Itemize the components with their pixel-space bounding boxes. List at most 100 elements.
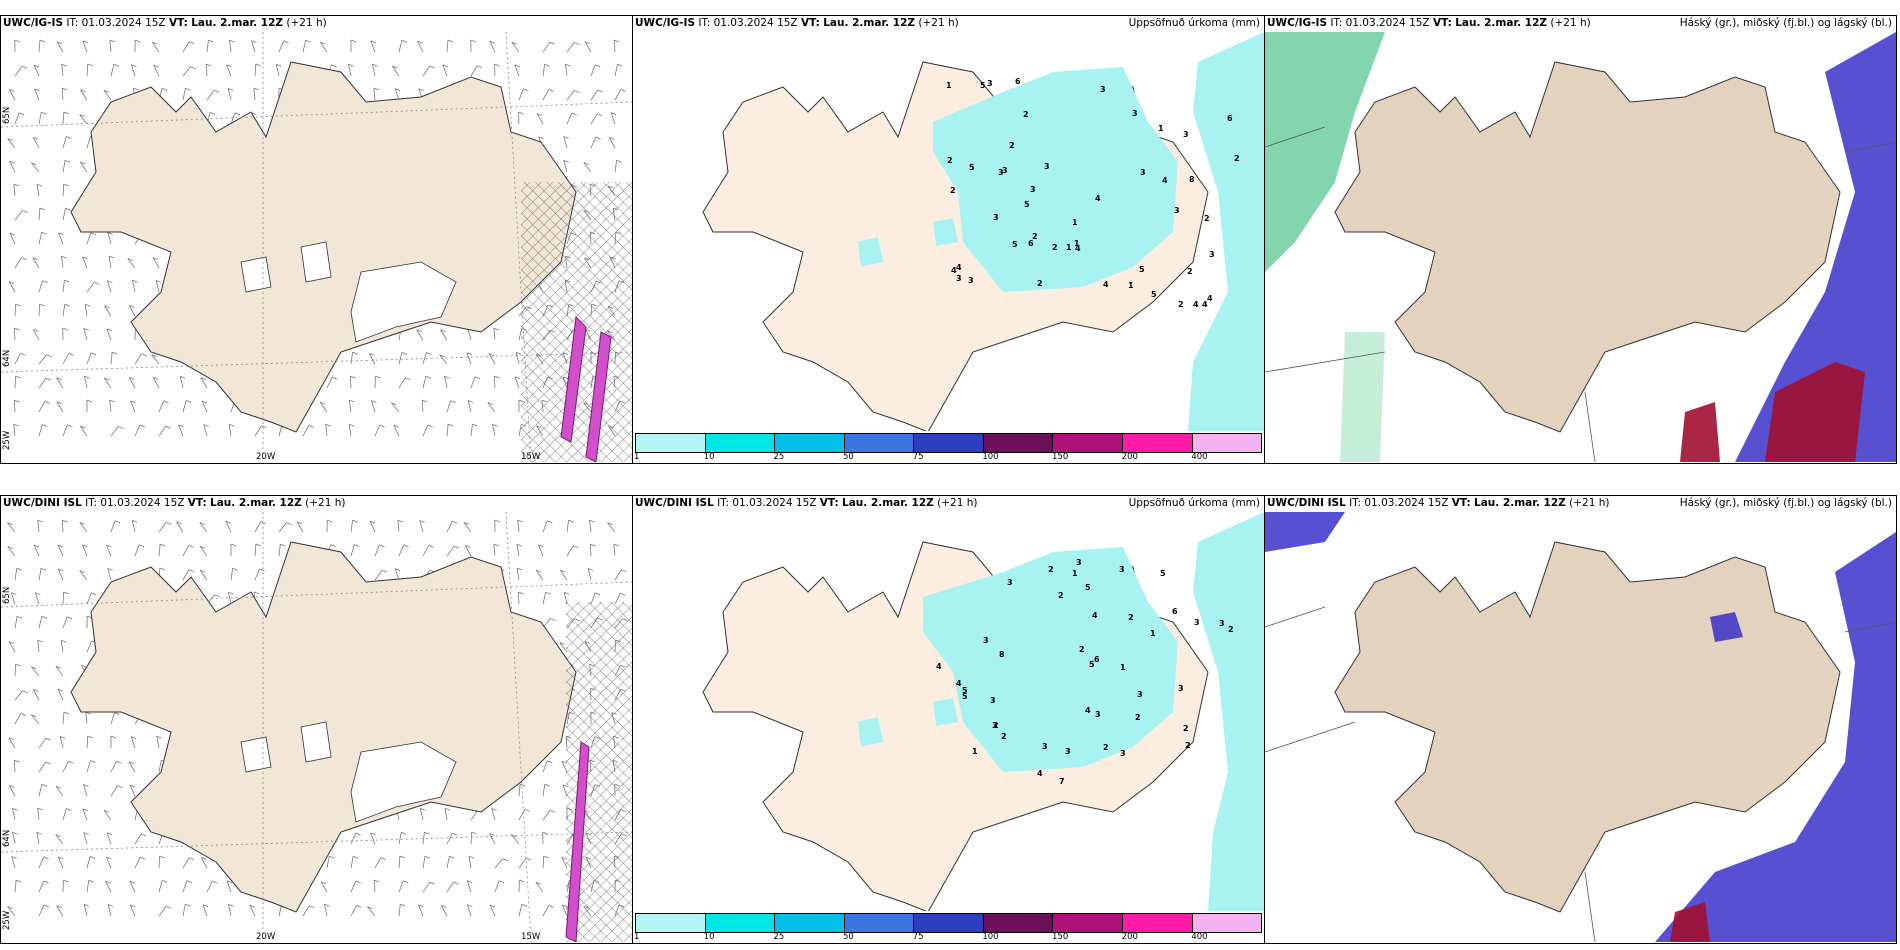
wind-barb-flag — [538, 136, 544, 140]
wind-barb-flag — [405, 377, 411, 381]
precip-value: 1 — [1072, 569, 1078, 578]
wind-barb — [487, 402, 496, 413]
wind-barb-flag — [58, 568, 64, 572]
wind-barb — [130, 400, 136, 413]
wind-barb-flag — [563, 136, 569, 139]
wind-barb — [228, 424, 232, 437]
wind-barb — [584, 41, 592, 53]
wind-barb — [38, 784, 43, 797]
wind-barb — [566, 90, 575, 101]
wind-barb-flag — [353, 855, 359, 859]
wind-barb-flag — [44, 401, 51, 404]
wind-barb — [446, 521, 453, 533]
wind-barb-flag — [34, 88, 40, 92]
wind-barb-flag — [228, 423, 235, 427]
wind-barb — [86, 136, 91, 149]
wind-barb — [422, 376, 427, 389]
wind-barb — [422, 832, 425, 845]
colorbar-tick-label: 75 — [912, 452, 924, 462]
wind-barb — [201, 400, 208, 413]
precip-value: 3 — [983, 636, 989, 645]
wind-barb-flag — [254, 591, 260, 595]
wind-barb-flag — [63, 183, 69, 187]
wind-barb-flag — [212, 880, 218, 884]
wind-barb — [153, 65, 160, 77]
wind-barb — [348, 424, 352, 437]
cloud-field-title: Háský (gr.), miðský (fj.bl.) og lágský (… — [1679, 17, 1892, 29]
wind-barb — [446, 881, 454, 893]
wind-barb — [350, 520, 353, 533]
wind-barb — [566, 545, 574, 557]
wind-barb-flag — [63, 591, 69, 595]
wind-barb — [590, 136, 597, 149]
wind-barb-flag — [109, 255, 115, 259]
wind-barb — [302, 40, 306, 53]
wind-barb-flag — [163, 400, 169, 404]
wind-barb-flag — [448, 423, 454, 427]
wind-barb — [348, 64, 352, 77]
wind-barb — [38, 377, 47, 389]
colorbar-cell — [844, 434, 915, 452]
wind-barb-flag — [442, 64, 448, 68]
wind-barb-flag — [11, 592, 17, 595]
precip-value: 4 — [1103, 280, 1109, 289]
wind-barb-flag — [468, 855, 475, 859]
wind-barb-flag — [106, 328, 112, 332]
wind-barb-flag — [356, 905, 362, 908]
wind-barb — [470, 809, 479, 821]
wind-barb-flag — [400, 903, 406, 907]
iceland-landmass — [1334, 61, 1841, 433]
wind-barb-flag — [493, 543, 500, 547]
wind-barb-flag — [61, 255, 67, 259]
wind-barb-flag — [583, 162, 589, 165]
wind-barb — [38, 761, 47, 773]
wind-barb — [56, 905, 64, 917]
wind-barb-flag — [205, 63, 212, 67]
wind-barb — [158, 425, 167, 437]
wind-barb-flag — [228, 591, 234, 595]
wind-barb — [559, 642, 568, 653]
wind-barb-flag — [79, 522, 85, 525]
wind-barb — [514, 64, 520, 77]
wind-barb-flag — [308, 425, 315, 428]
wind-barb-flag — [517, 567, 523, 571]
wind-barb-flag — [444, 375, 450, 379]
wind-barb-flag — [255, 543, 262, 547]
precip-band — [565, 741, 590, 942]
wind-barb — [83, 904, 88, 917]
wind-barb-flag — [37, 519, 43, 523]
precip-value: 8 — [999, 650, 1005, 659]
glacier — [240, 256, 272, 293]
colorbar-tick-label: 400 — [1191, 932, 1208, 942]
wind-barb — [296, 521, 304, 533]
wind-barb — [110, 352, 113, 365]
precip-value: 2 — [1185, 741, 1191, 750]
colorbar-tick-label: 100 — [982, 932, 999, 942]
wind-barb — [278, 40, 284, 53]
precip-value: 4 — [1207, 294, 1213, 303]
wind-barb-flag — [109, 39, 116, 43]
wind-barb — [178, 424, 184, 437]
wind-barb-flag — [550, 618, 556, 621]
wind-barb — [14, 663, 16, 677]
wind-barb-flag — [156, 735, 162, 739]
wind-barb — [518, 111, 520, 125]
wind-barb-flag — [107, 568, 113, 571]
precip-value: 1 — [1128, 281, 1134, 290]
colorbar-tick-label: 150 — [1052, 452, 1069, 462]
wind-barb — [374, 570, 383, 581]
wind-barb — [83, 784, 88, 797]
wind-barb-flag — [397, 519, 404, 523]
wind-barb-flag — [444, 807, 451, 811]
precip-value: 3 — [1183, 130, 1189, 139]
wind-panel-row1: UWC/IG-IS IT: 01.03.2024 15Z VT: Lau. 2.… — [0, 15, 633, 464]
colorbar-tick-label: 25 — [773, 452, 785, 462]
wind-barb — [350, 856, 354, 869]
wind-barb-flag — [141, 353, 147, 357]
wind-barb-flag — [83, 784, 89, 787]
wind-barb-flag — [209, 112, 216, 115]
wind-barb — [319, 41, 328, 53]
